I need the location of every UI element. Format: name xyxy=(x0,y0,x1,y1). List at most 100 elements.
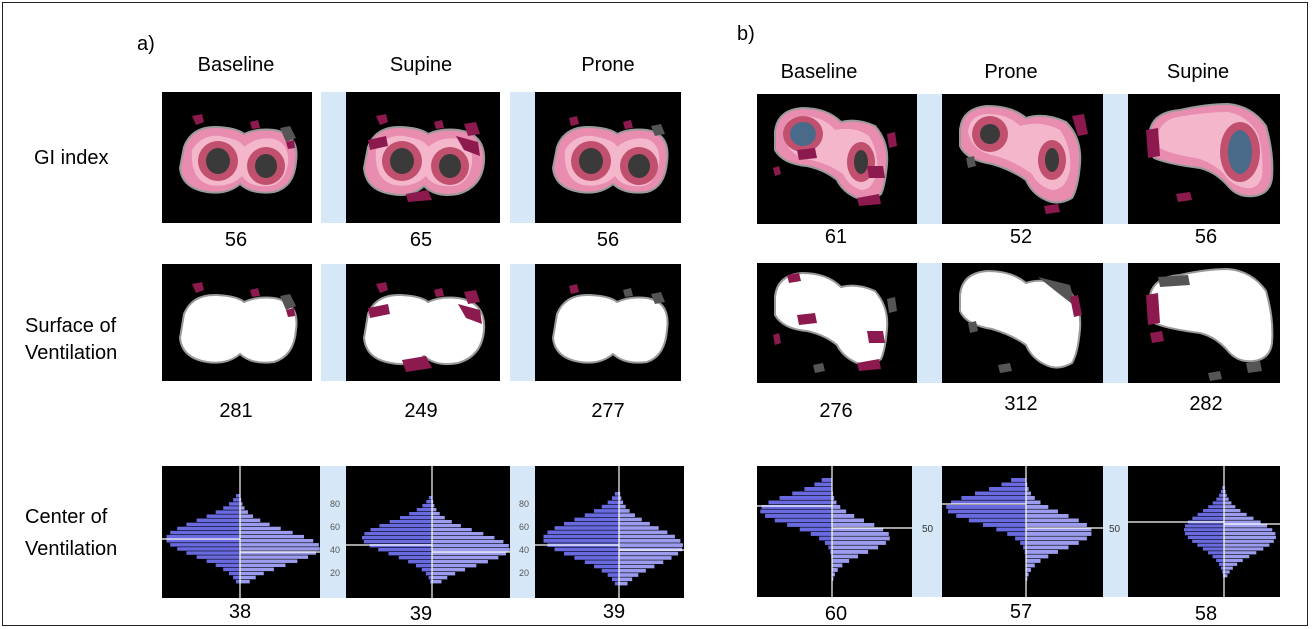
histogram-bar-right xyxy=(432,580,442,584)
histogram-bar-left xyxy=(554,526,619,530)
histogram-bar-right xyxy=(1224,532,1276,536)
a-surface-supine-value: 249 xyxy=(404,400,438,422)
a-scale-1-tick-60: 60 xyxy=(330,522,341,532)
histogram-bar-left xyxy=(989,487,1026,491)
histogram-bar-left xyxy=(1020,541,1026,545)
histogram-bar-left xyxy=(946,505,1026,509)
histogram-bar-left xyxy=(774,518,832,523)
histogram-bar-right xyxy=(240,510,248,514)
histogram-bar-right xyxy=(1026,554,1049,559)
b-surface-supine-value: 282 xyxy=(1189,393,1223,415)
histogram-bar-left xyxy=(389,520,432,524)
histogram-bar-left xyxy=(379,524,432,528)
histogram-bar-left xyxy=(961,496,1026,500)
histogram-bar-left xyxy=(416,508,432,512)
b-gi-prone-value: 52 xyxy=(1009,226,1033,248)
histogram-bar-right xyxy=(1026,482,1028,487)
histogram-bar-right xyxy=(432,540,504,544)
histogram-bar-right xyxy=(432,568,466,572)
histogram-bar-left xyxy=(428,496,432,500)
histogram-bar-right xyxy=(619,500,623,505)
histogram-bar-left xyxy=(1203,509,1224,513)
histogram-bar-left xyxy=(422,504,432,508)
histogram-bar-left xyxy=(956,514,1026,518)
b-surface-prone-value: 312 xyxy=(1004,393,1038,415)
row-label-surface-2: Ventilation xyxy=(25,342,118,364)
histogram-bar-right xyxy=(832,496,835,500)
histogram-bar-right xyxy=(240,551,316,555)
histogram-bar-left xyxy=(824,541,832,545)
header-b-supine: Supine xyxy=(1166,61,1230,83)
histogram-bar-left xyxy=(611,577,619,582)
histogram-bar-left xyxy=(1024,550,1026,554)
histogram-bar-right xyxy=(1224,520,1261,524)
histogram-bar-right xyxy=(432,512,440,516)
histogram-bar-right xyxy=(240,522,270,527)
histogram-bar-left xyxy=(760,509,832,514)
histogram-bar-right xyxy=(1224,562,1238,566)
histogram-bar-right xyxy=(619,496,622,500)
histogram-bar-left xyxy=(421,568,432,572)
histogram-bar-right xyxy=(1224,493,1227,497)
histogram-bar-left xyxy=(543,539,619,543)
histogram-bar-right xyxy=(432,560,488,564)
histogram-bar-left xyxy=(196,518,240,523)
histogram-bar-right xyxy=(619,530,668,535)
histogram-bar-right xyxy=(240,534,305,539)
histogram-bar-left xyxy=(810,532,832,536)
histogram-bar-right xyxy=(619,509,630,513)
b-scale-1-tick-50: 50 xyxy=(922,524,934,535)
histogram-bar-left xyxy=(1202,547,1224,551)
histogram-bar-right xyxy=(240,502,243,506)
histogram-bar-left xyxy=(223,506,240,510)
histogram-bar-left xyxy=(170,543,240,547)
histogram-bar-left xyxy=(996,527,1026,532)
histogram-bar-right xyxy=(432,536,495,540)
histogram-bar-right xyxy=(832,554,858,559)
histogram-bar-left xyxy=(614,581,619,586)
a-gi-supine-value: 65 xyxy=(409,229,433,251)
a-center-baseline-histogram xyxy=(162,466,320,598)
histogram-bar-left xyxy=(1187,535,1224,540)
histogram-bar-right xyxy=(619,577,633,582)
a-gi-separator-2 xyxy=(510,92,535,223)
a-center-scale-1: 80 60 40 20 xyxy=(320,466,346,598)
histogram-bar-right xyxy=(432,572,456,576)
a-center-scale-2: 80 60 40 20 xyxy=(510,466,535,598)
histogram-bar-left xyxy=(166,539,240,543)
histogram-bar-right xyxy=(1026,518,1079,523)
histogram-bar-right xyxy=(1026,545,1069,550)
histogram-bar-right xyxy=(240,518,261,523)
histogram-bar-right xyxy=(240,555,309,559)
b-center-scale-2: 50 xyxy=(1103,466,1128,597)
histogram-bar-right xyxy=(432,524,461,528)
histogram-bar-left xyxy=(968,518,1026,523)
histogram-bar-right xyxy=(619,526,659,530)
histogram-bar-left xyxy=(543,534,619,539)
histogram-bar-left xyxy=(206,514,240,518)
panel-a-letter: a) xyxy=(137,33,155,55)
histogram-bar-left xyxy=(574,517,619,522)
histogram-bar-right xyxy=(432,520,452,524)
histogram-bar-left xyxy=(206,559,240,563)
histogram-bar-right xyxy=(1026,496,1035,500)
histogram-bar-left xyxy=(814,482,832,487)
histogram-bar-right xyxy=(1026,514,1069,518)
histogram-bar-right xyxy=(1224,509,1241,513)
histogram-bar-left xyxy=(1015,536,1026,541)
histogram-bar-right xyxy=(832,509,847,514)
a-gi-baseline-image xyxy=(162,92,312,223)
histogram-bar-left xyxy=(235,579,240,584)
a-surface-separator-2 xyxy=(510,264,535,381)
histogram-bar-right xyxy=(1026,532,1092,536)
histogram-bar-right xyxy=(619,564,655,569)
histogram-bar-right xyxy=(619,573,639,577)
histogram-bar-left xyxy=(235,494,240,498)
histogram-bar-right xyxy=(240,530,293,535)
histogram-bar-left xyxy=(430,580,432,584)
histogram-bar-left xyxy=(828,545,832,550)
histogram-bar-left xyxy=(363,540,432,544)
header-a-baseline: Baseline xyxy=(197,54,275,76)
histogram-bar-right xyxy=(432,508,437,512)
